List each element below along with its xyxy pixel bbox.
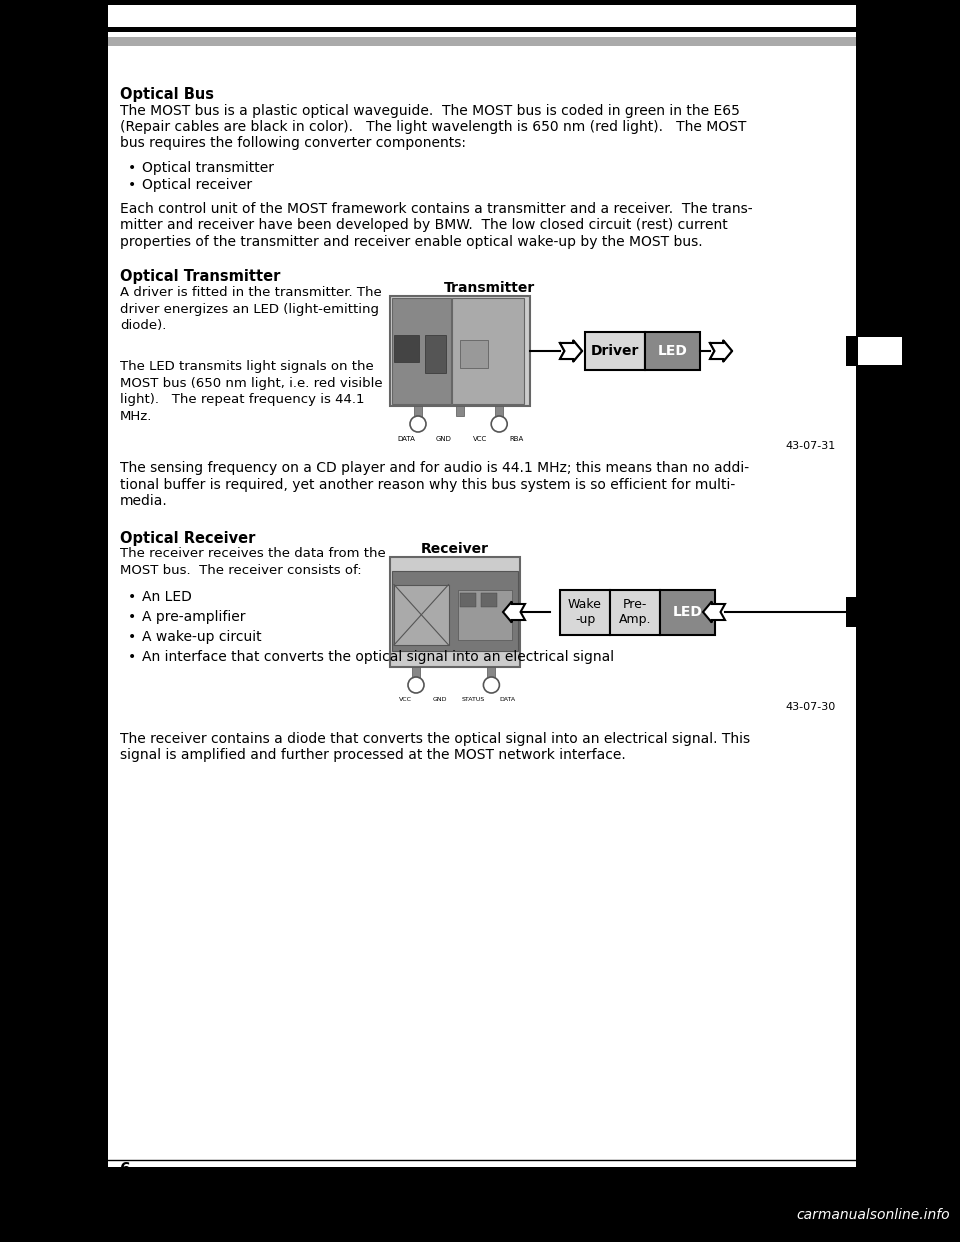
- Text: Each control unit of the MOST framework contains a transmitter and a receiver.  : Each control unit of the MOST framework …: [120, 202, 753, 216]
- Text: A driver is fitted in the transmitter. The: A driver is fitted in the transmitter. T…: [120, 286, 382, 299]
- Polygon shape: [503, 601, 525, 622]
- Bar: [495, 406, 503, 419]
- Bar: [394, 334, 420, 361]
- Text: Optical Bus: Optical Bus: [120, 87, 214, 102]
- Bar: [488, 667, 495, 679]
- Text: The receiver receives the data from the: The receiver receives the data from the: [120, 546, 386, 560]
- Bar: [390, 296, 530, 406]
- Text: diode).: diode).: [120, 319, 166, 332]
- Text: driver energizes an LED (light-emitting: driver energizes an LED (light-emitting: [120, 303, 379, 315]
- Text: VCC: VCC: [399, 697, 412, 702]
- Text: carmanualsonline.info: carmanualsonline.info: [797, 1208, 950, 1222]
- Text: VCC: VCC: [472, 436, 487, 442]
- Text: Driver: Driver: [590, 344, 639, 358]
- Text: STATUS: STATUS: [462, 697, 485, 702]
- Bar: [456, 406, 464, 416]
- Text: Receiver: Receiver: [421, 542, 489, 556]
- Text: •: •: [128, 630, 136, 645]
- Text: LED: LED: [673, 605, 703, 619]
- Text: The LED transmits light signals on the: The LED transmits light signals on the: [120, 360, 373, 373]
- Text: DATA: DATA: [397, 436, 416, 442]
- Bar: [660, 590, 715, 635]
- Text: Light: Light: [856, 597, 896, 612]
- Bar: [458, 590, 513, 640]
- Text: •: •: [128, 590, 136, 604]
- Bar: [108, 2, 856, 1167]
- Text: An interface that converts the optical signal into an electrical signal: An interface that converts the optical s…: [142, 650, 614, 664]
- Text: signal is amplified and further processed at the MOST network interface.: signal is amplified and further processe…: [120, 749, 626, 763]
- Bar: [585, 332, 645, 370]
- Text: LED: LED: [658, 344, 687, 358]
- Circle shape: [410, 416, 426, 432]
- Circle shape: [408, 677, 424, 693]
- Text: A pre-amplifier: A pre-amplifier: [142, 610, 246, 623]
- Bar: [108, 37, 856, 46]
- Bar: [108, 5, 856, 27]
- Text: Transmitter: Transmitter: [444, 281, 536, 296]
- Bar: [392, 298, 451, 404]
- Text: •: •: [128, 650, 136, 664]
- Bar: [392, 571, 518, 651]
- Bar: [390, 556, 520, 667]
- Text: Optical transmitter: Optical transmitter: [142, 161, 274, 175]
- Text: GND: GND: [435, 436, 451, 442]
- Text: 43-07-30: 43-07-30: [785, 702, 836, 712]
- Bar: [852, 337, 902, 365]
- Bar: [846, 597, 858, 627]
- Text: GND: GND: [432, 697, 446, 702]
- Text: MOST bus.  The receiver consists of:: MOST bus. The receiver consists of:: [120, 564, 362, 576]
- Bar: [846, 337, 858, 366]
- Text: 6: 6: [120, 1163, 131, 1177]
- Text: tional buffer is required, yet another reason why this bus system is so efficien: tional buffer is required, yet another r…: [120, 477, 735, 492]
- Bar: [481, 594, 496, 606]
- Bar: [460, 594, 476, 606]
- Bar: [460, 339, 488, 368]
- Text: Wake
-up: Wake -up: [568, 597, 602, 626]
- Text: An LED: An LED: [142, 590, 192, 604]
- Text: •: •: [128, 610, 136, 623]
- Circle shape: [484, 677, 499, 693]
- Text: •: •: [128, 161, 136, 175]
- Text: MOST Bus Diagnosis: MOST Bus Diagnosis: [120, 1176, 234, 1186]
- Text: bus requires the following converter components:: bus requires the following converter com…: [120, 137, 466, 150]
- Bar: [412, 667, 420, 679]
- Text: MOST bus (650 nm light, i.e. red visible: MOST bus (650 nm light, i.e. red visible: [120, 376, 383, 390]
- Text: The MOST bus is a plastic optical waveguide.  The MOST bus is coded in green in : The MOST bus is a plastic optical wavegu…: [120, 103, 740, 118]
- Circle shape: [492, 416, 507, 432]
- Text: Light: Light: [856, 344, 896, 358]
- Text: The sensing frequency on a CD player and for audio is 44.1 MHz; this means than : The sensing frequency on a CD player and…: [120, 461, 749, 474]
- Bar: [560, 590, 610, 635]
- Polygon shape: [703, 601, 725, 622]
- Text: A wake-up circuit: A wake-up circuit: [142, 630, 262, 645]
- Text: 43-07-31: 43-07-31: [785, 441, 836, 451]
- Bar: [645, 332, 700, 370]
- Bar: [425, 334, 446, 373]
- Text: RBA: RBA: [509, 436, 523, 442]
- Bar: [414, 406, 422, 419]
- Bar: [394, 585, 448, 645]
- Text: mitter and receiver have been developed by BMW.  The low closed circuit (rest) c: mitter and receiver have been developed …: [120, 219, 728, 232]
- Text: •: •: [128, 178, 136, 191]
- Bar: [610, 590, 660, 635]
- Text: DATA: DATA: [499, 697, 516, 702]
- Text: Optical Receiver: Optical Receiver: [120, 530, 255, 545]
- Text: (Repair cables are black in color).   The light wavelength is 650 nm (red light): (Repair cables are black in color). The …: [120, 120, 746, 134]
- Polygon shape: [560, 340, 582, 361]
- Text: Pre-
Amp.: Pre- Amp.: [619, 597, 651, 626]
- Text: media.: media.: [120, 494, 168, 508]
- Polygon shape: [710, 340, 732, 361]
- Text: MHz.: MHz.: [120, 410, 153, 422]
- Text: Optical Transmitter: Optical Transmitter: [120, 270, 280, 284]
- Text: light).   The repeat frequency is 44.1: light). The repeat frequency is 44.1: [120, 392, 365, 406]
- Bar: [0, 0, 960, 32]
- Text: The receiver contains a diode that converts the optical signal into an electrica: The receiver contains a diode that conve…: [120, 732, 750, 746]
- Text: properties of the transmitter and receiver enable optical wake-up by the MOST bu: properties of the transmitter and receiv…: [120, 235, 703, 248]
- Text: Optical receiver: Optical receiver: [142, 178, 252, 191]
- Bar: [451, 298, 524, 404]
